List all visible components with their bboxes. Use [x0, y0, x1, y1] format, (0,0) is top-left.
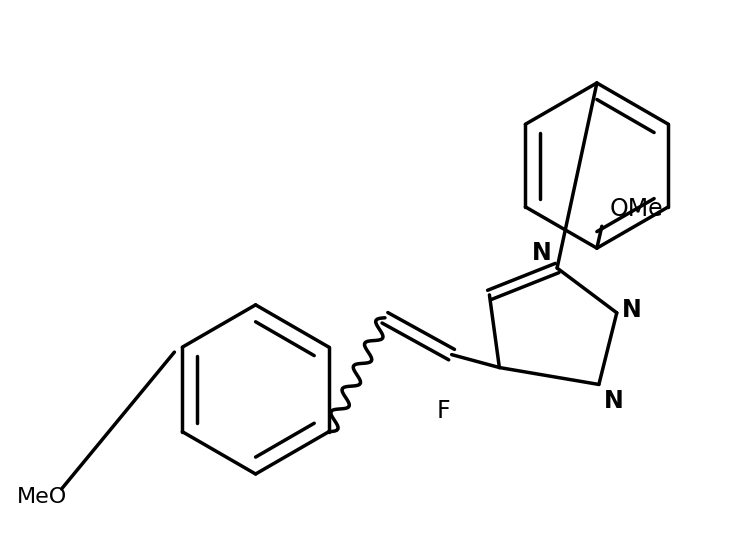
Text: N: N — [532, 241, 552, 265]
Text: F: F — [436, 399, 451, 424]
Text: OMe: OMe — [610, 197, 664, 221]
Text: MeO: MeO — [16, 487, 67, 507]
Text: N: N — [604, 389, 623, 414]
Text: N: N — [622, 298, 641, 322]
